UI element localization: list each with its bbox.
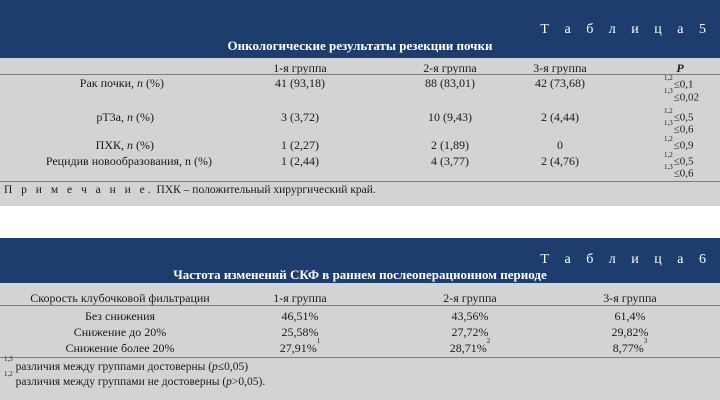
t6-cell: 29,82% — [611, 325, 649, 339]
t5-row-label: Рецидив новообразования, n (%) — [45, 154, 212, 168]
t5-cell: 2 (4,76) — [541, 154, 579, 168]
table-6-title: Частота изменений СКФ в раннем послеопер… — [173, 267, 547, 282]
t5-col-group3: 3-я группа — [533, 61, 587, 75]
t6-col-group2: 2-я группа — [443, 291, 497, 305]
t5-p-value: 1,2≤0,1 — [664, 74, 694, 91]
t5-p-value: 1,2≤0,5 — [664, 151, 694, 168]
table-6-number: Т а б л и ц а 6 — [540, 252, 712, 267]
t5-cell: 88 (83,01) — [425, 76, 475, 90]
t6-cell: 28,71%2 — [449, 337, 491, 355]
t6-cell: 46,51% — [281, 309, 319, 323]
t6-col-group3: 3-я группа — [603, 291, 657, 305]
t6-cell: 8,77%3 — [612, 337, 648, 355]
t5-row-label: Рак почки, n (%) — [79, 76, 164, 90]
t5-row-label: ПХК, n (%) — [95, 138, 154, 152]
t5-footer-rule — [0, 181, 720, 182]
t5-p-value: 1,3≤0,6 — [664, 163, 694, 180]
t5-cell: 3 (3,72) — [281, 110, 319, 124]
t6-row-label: Без снижения — [84, 309, 156, 323]
t6-cell: 27,91%1 — [279, 337, 321, 355]
t6-col-gfr: Скорость клубочковой фильтрации — [30, 291, 210, 305]
table-5-header: Т а б л и ц а 5 Онкологические результат… — [0, 0, 720, 58]
t5-cell: 42 (73,68) — [535, 76, 585, 90]
t5-cell: 2 (1,89) — [431, 138, 469, 152]
t5-cell: 2 (4,44) — [541, 110, 579, 124]
t6-row-label: Снижение до 20% — [73, 325, 167, 339]
t6-note: 1,3 различия между группами достоверны (… — [4, 355, 249, 373]
table-5-number: Т а б л и ц а 5 — [540, 22, 712, 37]
t6-cell: 61,4% — [614, 309, 646, 323]
t5-header-rule — [0, 74, 720, 75]
table-5: Т а б л и ц а 5 Онкологические результат… — [0, 0, 720, 206]
t5-col-group2: 2-я группа — [423, 61, 477, 75]
t5-col-group1: 1-я группа — [273, 61, 327, 75]
t5-cell: 41 (93,18) — [275, 76, 325, 90]
t5-cell: 10 (9,43) — [428, 110, 472, 124]
t5-note: П р и м е ч а н и е. ПХК – положительный… — [4, 184, 376, 196]
t5-p-value: 1,3≤0,02 — [664, 87, 700, 104]
t6-col-group1: 1-я группа — [273, 291, 327, 305]
t5-col-p: P — [676, 61, 684, 75]
t6-row-label: Снижение более 20% — [65, 341, 175, 355]
t6-header-rule — [0, 305, 720, 306]
t5-cell: 0 — [557, 138, 563, 152]
t5-p-value: 1,2≤0,9 — [664, 135, 694, 152]
table-6-header: Т а б л и ц а 6 Частота изменений СКФ в … — [0, 238, 720, 283]
t6-note: 1,2 различия между группами не достоверн… — [4, 370, 266, 388]
t6-cell: 25,58% — [281, 325, 319, 339]
t5-p-value: 1,3≤0,6 — [664, 119, 694, 136]
t6-footer-rule — [0, 357, 720, 358]
table-6: Т а б л и ц а 6 Частота изменений СКФ в … — [0, 238, 720, 400]
t5-cell: 1 (2,27) — [281, 138, 319, 152]
t5-row-label: pT3a, n (%) — [96, 110, 154, 124]
t6-cell: 27,72% — [451, 325, 489, 339]
t6-cell: 43,56% — [451, 309, 489, 323]
t5-cell: 1 (2,44) — [281, 154, 319, 168]
t5-cell: 4 (3,77) — [431, 154, 469, 168]
t5-p-value: 1,2≤0,5 — [664, 107, 694, 124]
table-5-title: Онкологические результаты резекции почки — [227, 38, 493, 53]
